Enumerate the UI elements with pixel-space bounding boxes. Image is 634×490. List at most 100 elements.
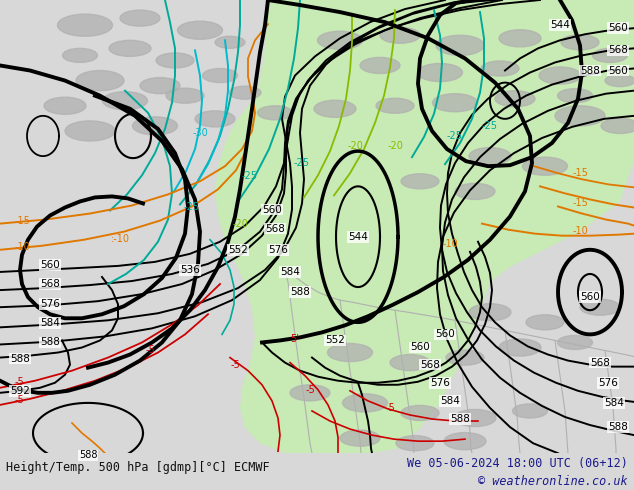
Ellipse shape bbox=[166, 88, 204, 103]
Ellipse shape bbox=[499, 339, 541, 356]
Ellipse shape bbox=[63, 49, 98, 62]
Ellipse shape bbox=[58, 14, 112, 36]
Ellipse shape bbox=[454, 410, 496, 427]
Text: -5: -5 bbox=[230, 360, 240, 369]
Text: -15: -15 bbox=[572, 168, 588, 178]
Text: 560: 560 bbox=[435, 329, 455, 340]
Text: 576: 576 bbox=[40, 299, 60, 309]
Ellipse shape bbox=[133, 117, 178, 135]
Text: -5: -5 bbox=[145, 344, 155, 355]
Text: -15: -15 bbox=[572, 198, 588, 208]
Text: 544: 544 bbox=[348, 232, 368, 242]
Ellipse shape bbox=[156, 53, 194, 68]
Text: -15: -15 bbox=[15, 216, 31, 225]
Text: 584: 584 bbox=[604, 398, 624, 408]
Text: -20: -20 bbox=[232, 219, 248, 229]
Ellipse shape bbox=[605, 74, 634, 87]
Ellipse shape bbox=[539, 67, 581, 84]
Ellipse shape bbox=[401, 174, 439, 189]
Ellipse shape bbox=[314, 100, 356, 117]
Ellipse shape bbox=[342, 394, 387, 412]
Ellipse shape bbox=[140, 77, 180, 94]
Ellipse shape bbox=[526, 315, 564, 330]
Ellipse shape bbox=[257, 106, 292, 120]
Text: 576: 576 bbox=[430, 378, 450, 388]
Ellipse shape bbox=[376, 98, 414, 113]
Ellipse shape bbox=[44, 97, 86, 114]
Text: 588: 588 bbox=[40, 338, 60, 347]
Polygon shape bbox=[215, 0, 634, 453]
Ellipse shape bbox=[103, 92, 148, 110]
Text: -25: -25 bbox=[482, 121, 498, 131]
Ellipse shape bbox=[455, 183, 495, 199]
Ellipse shape bbox=[328, 343, 373, 362]
Text: 5': 5' bbox=[290, 335, 299, 344]
Ellipse shape bbox=[432, 94, 477, 112]
Ellipse shape bbox=[436, 35, 484, 55]
Ellipse shape bbox=[469, 147, 511, 165]
Text: 576: 576 bbox=[268, 245, 288, 255]
Text: -10: -10 bbox=[572, 226, 588, 236]
Text: © weatheronline.co.uk: © weatheronline.co.uk bbox=[478, 475, 628, 489]
Ellipse shape bbox=[522, 157, 567, 175]
Text: 588: 588 bbox=[79, 450, 97, 460]
Text: 560: 560 bbox=[608, 66, 628, 75]
Ellipse shape bbox=[561, 35, 599, 50]
Text: -5: -5 bbox=[15, 395, 25, 405]
Text: 568: 568 bbox=[265, 223, 285, 234]
Ellipse shape bbox=[120, 10, 160, 26]
Text: 588: 588 bbox=[290, 287, 310, 297]
Text: 584: 584 bbox=[40, 318, 60, 328]
Polygon shape bbox=[320, 0, 400, 46]
Text: 568: 568 bbox=[608, 46, 628, 55]
Ellipse shape bbox=[469, 304, 511, 321]
Ellipse shape bbox=[215, 36, 245, 49]
Text: 544: 544 bbox=[550, 20, 570, 30]
Text: -20: -20 bbox=[387, 141, 403, 151]
Text: Height/Temp. 500 hPa [gdmp][°C] ECMWF: Height/Temp. 500 hPa [gdmp][°C] ECMWF bbox=[6, 461, 270, 474]
Ellipse shape bbox=[202, 69, 238, 83]
Text: 568: 568 bbox=[590, 358, 610, 368]
Text: 552: 552 bbox=[325, 336, 345, 345]
Ellipse shape bbox=[396, 436, 434, 451]
Ellipse shape bbox=[178, 21, 223, 39]
Text: -10: -10 bbox=[15, 242, 31, 252]
Text: -25: -25 bbox=[294, 158, 310, 168]
Ellipse shape bbox=[444, 433, 486, 450]
Ellipse shape bbox=[495, 91, 535, 107]
Text: 576: 576 bbox=[598, 378, 618, 388]
Text: 560: 560 bbox=[40, 260, 60, 270]
Ellipse shape bbox=[290, 385, 330, 401]
Text: 568: 568 bbox=[420, 360, 440, 369]
Text: -25: -25 bbox=[447, 131, 463, 141]
Ellipse shape bbox=[318, 31, 363, 49]
Text: -20: -20 bbox=[347, 141, 363, 151]
Text: -10: -10 bbox=[442, 239, 458, 249]
Text: -5: -5 bbox=[15, 377, 25, 387]
Text: -25: -25 bbox=[242, 172, 258, 181]
Text: 588: 588 bbox=[450, 414, 470, 424]
Text: 584: 584 bbox=[280, 267, 300, 277]
Text: -25: -25 bbox=[184, 201, 200, 212]
Ellipse shape bbox=[76, 71, 124, 91]
Ellipse shape bbox=[229, 86, 261, 99]
Ellipse shape bbox=[580, 299, 620, 315]
Text: -5: -5 bbox=[385, 403, 395, 413]
Ellipse shape bbox=[557, 335, 593, 349]
Ellipse shape bbox=[390, 355, 430, 370]
Text: 584: 584 bbox=[440, 396, 460, 406]
Text: We 05-06-2024 18:00 UTC (06+12): We 05-06-2024 18:00 UTC (06+12) bbox=[407, 457, 628, 470]
Text: 588: 588 bbox=[10, 354, 30, 364]
Ellipse shape bbox=[481, 61, 519, 76]
Ellipse shape bbox=[446, 350, 484, 365]
Ellipse shape bbox=[401, 405, 439, 420]
Text: 588: 588 bbox=[608, 422, 628, 432]
Ellipse shape bbox=[555, 106, 605, 126]
Polygon shape bbox=[470, 0, 634, 111]
Text: 552: 552 bbox=[228, 245, 248, 255]
Ellipse shape bbox=[65, 121, 115, 141]
Ellipse shape bbox=[499, 30, 541, 47]
Text: 560: 560 bbox=[580, 292, 600, 302]
Ellipse shape bbox=[340, 430, 380, 446]
Ellipse shape bbox=[557, 89, 593, 103]
